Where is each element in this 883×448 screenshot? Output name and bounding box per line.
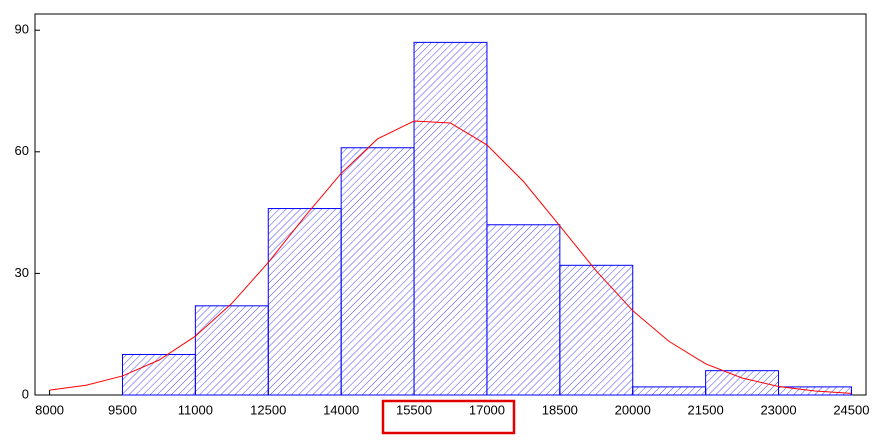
y-tick-label: 90 <box>15 22 29 37</box>
x-tick-label: 18500 <box>542 402 578 417</box>
bar <box>705 370 780 396</box>
bar <box>340 147 415 396</box>
bar <box>632 386 707 396</box>
x-tick-label: 15500 <box>396 402 432 417</box>
x-tick-label: 21500 <box>688 402 724 417</box>
y-tick-label: 30 <box>15 265 29 280</box>
bar <box>413 41 488 396</box>
y-tick-label: 0 <box>22 386 29 401</box>
x-tick-label: 24500 <box>833 402 869 417</box>
x-tick-label: 11000 <box>178 402 213 417</box>
density-curve <box>49 120 852 394</box>
bar <box>121 353 196 396</box>
bar <box>559 264 634 396</box>
x-tick-label: 17000 <box>469 402 505 417</box>
y-tick-label: 60 <box>15 143 29 158</box>
bar <box>194 305 269 396</box>
x-tick-label: 9500 <box>108 402 137 417</box>
x-tick-label: 8000 <box>35 402 64 417</box>
bar <box>267 208 342 396</box>
highlight-box <box>381 399 516 435</box>
bar <box>486 224 561 396</box>
x-tick-label: 23000 <box>760 402 796 417</box>
x-tick-label: 20000 <box>615 402 651 417</box>
x-tick-label: 14000 <box>323 402 359 417</box>
x-tick-label: 12500 <box>250 402 286 417</box>
